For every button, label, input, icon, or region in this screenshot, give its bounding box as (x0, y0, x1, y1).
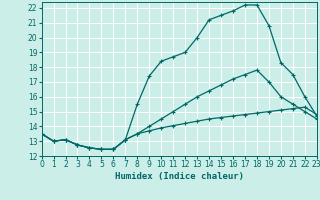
X-axis label: Humidex (Indice chaleur): Humidex (Indice chaleur) (115, 172, 244, 181)
